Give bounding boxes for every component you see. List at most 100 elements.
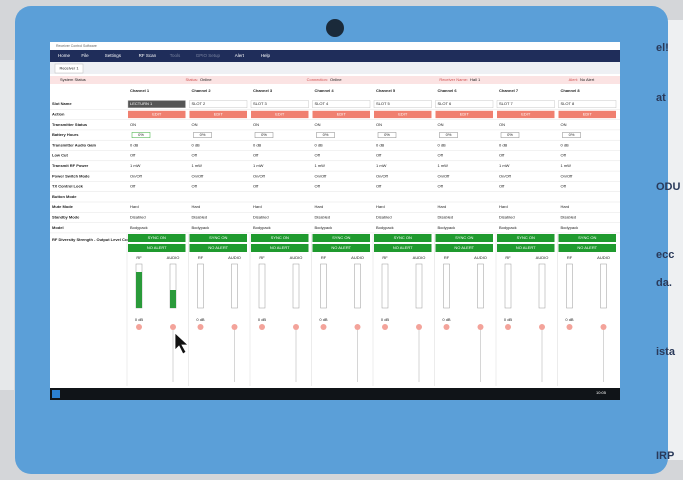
menu-item[interactable]: Alert bbox=[235, 53, 245, 58]
menu-item[interactable]: Help bbox=[261, 53, 271, 58]
sync-button[interactable] bbox=[497, 234, 555, 242]
fader-knob[interactable] bbox=[197, 324, 204, 330]
battery-value: 0% bbox=[384, 132, 390, 137]
fader-knob[interactable] bbox=[505, 324, 511, 330]
fader-knob[interactable] bbox=[416, 324, 422, 330]
output-level: 0 dB bbox=[319, 317, 328, 322]
edit-label[interactable]: EDIT bbox=[398, 112, 408, 117]
edit-button[interactable] bbox=[435, 110, 494, 119]
fader-knob[interactable] bbox=[354, 324, 361, 330]
edit-button[interactable] bbox=[189, 110, 248, 119]
sync-button[interactable] bbox=[251, 234, 309, 242]
sync-button[interactable] bbox=[128, 234, 186, 242]
alert-button[interactable] bbox=[435, 244, 494, 252]
edit-label[interactable]: EDIT bbox=[337, 112, 347, 117]
sync-button[interactable] bbox=[312, 234, 371, 242]
alert-button[interactable] bbox=[558, 244, 617, 252]
fader-knob[interactable] bbox=[136, 324, 142, 330]
edit-button[interactable] bbox=[128, 110, 186, 119]
sync-button[interactable] bbox=[558, 234, 617, 242]
edit-button[interactable] bbox=[312, 110, 371, 119]
slot-name: SLOT 4 bbox=[315, 101, 329, 106]
tab-label[interactable]: Receiver 1 bbox=[59, 66, 79, 71]
cell: Off bbox=[438, 184, 444, 189]
channel-header: Channel 5 bbox=[376, 88, 396, 93]
slot-name: LECTURN 1 bbox=[130, 101, 153, 106]
alert-label[interactable]: NO ALERT bbox=[516, 245, 536, 250]
fader-knob[interactable] bbox=[539, 324, 545, 330]
edit-label[interactable]: EDIT bbox=[521, 112, 531, 117]
slot-name: SLOT 8 bbox=[561, 101, 575, 106]
menu-item[interactable]: Tools bbox=[170, 53, 181, 58]
meter bbox=[197, 263, 204, 309]
alert-button[interactable] bbox=[128, 244, 186, 252]
row-label: TX Control Lock bbox=[52, 184, 84, 189]
sync-label[interactable]: SYNC ON bbox=[332, 235, 350, 240]
fader-knob[interactable] bbox=[600, 324, 607, 330]
fader-knob[interactable] bbox=[231, 324, 238, 330]
alert-button[interactable] bbox=[312, 244, 371, 252]
edit-label[interactable]: EDIT bbox=[583, 112, 593, 117]
edit-label[interactable]: EDIT bbox=[460, 112, 470, 117]
meter bbox=[538, 263, 546, 309]
sync-button[interactable] bbox=[189, 234, 248, 242]
alert-button[interactable] bbox=[251, 244, 309, 252]
alert-button[interactable] bbox=[497, 244, 555, 252]
cell: On/Off bbox=[192, 173, 205, 178]
alert-label[interactable]: NO ALERT bbox=[577, 245, 597, 250]
alert-button[interactable] bbox=[374, 244, 432, 252]
edit-button[interactable] bbox=[251, 110, 309, 119]
cell: Bodypack bbox=[192, 225, 210, 230]
menu-item[interactable]: GPIO Setup bbox=[196, 53, 221, 58]
sync-label[interactable]: SYNC ON bbox=[148, 235, 166, 240]
cell: 0 dB bbox=[499, 142, 508, 147]
cell: On/Off bbox=[438, 173, 451, 178]
sync-button[interactable] bbox=[435, 234, 494, 242]
sync-label[interactable]: SYNC ON bbox=[578, 235, 596, 240]
sync-label[interactable]: SYNC ON bbox=[394, 235, 412, 240]
menu-item[interactable]: Home bbox=[58, 53, 71, 58]
sync-button[interactable] bbox=[374, 234, 432, 242]
alert-label[interactable]: NO ALERT bbox=[208, 245, 228, 250]
edit-label[interactable]: EDIT bbox=[214, 112, 224, 117]
sync-label[interactable]: SYNC ON bbox=[209, 235, 227, 240]
slot-box bbox=[373, 100, 432, 109]
fader-knob[interactable] bbox=[320, 324, 327, 330]
alert-label[interactable]: NO ALERT bbox=[331, 245, 351, 250]
edit-button[interactable] bbox=[497, 110, 555, 119]
sync-label[interactable]: SYNC ON bbox=[455, 235, 473, 240]
menu-item[interactable]: RF Scan bbox=[139, 53, 157, 58]
meter bbox=[258, 263, 266, 309]
tab[interactable] bbox=[54, 63, 84, 74]
alert-label[interactable]: NO ALERT bbox=[147, 245, 167, 250]
edit-button[interactable] bbox=[558, 110, 617, 119]
meter-level bbox=[170, 290, 176, 308]
fader-knob[interactable] bbox=[566, 324, 573, 330]
meter-label: RF bbox=[505, 255, 511, 260]
fader-knob[interactable] bbox=[170, 324, 176, 330]
edit-label[interactable]: EDIT bbox=[275, 112, 285, 117]
alert-label[interactable]: NO ALERT bbox=[270, 245, 290, 250]
cell: ON bbox=[130, 122, 136, 127]
menu-item[interactable]: File bbox=[81, 53, 89, 58]
cell: Off bbox=[376, 153, 382, 158]
fader-knob[interactable] bbox=[293, 324, 299, 330]
alert-label[interactable]: NO ALERT bbox=[393, 245, 413, 250]
cell: 0 dB bbox=[376, 142, 385, 147]
edit-label[interactable]: EDIT bbox=[152, 112, 162, 117]
cell: 0 dB bbox=[192, 142, 201, 147]
cell: Off bbox=[253, 153, 259, 158]
fader-knob[interactable] bbox=[259, 324, 265, 330]
sync-label[interactable]: SYNC ON bbox=[271, 235, 289, 240]
fader-knob[interactable] bbox=[477, 324, 484, 330]
cell: Disabled bbox=[376, 215, 392, 220]
sync-label[interactable]: SYNC ON bbox=[517, 235, 535, 240]
fader-knob[interactable] bbox=[382, 324, 388, 330]
menu-item[interactable]: Settings bbox=[105, 53, 122, 58]
alert-button[interactable] bbox=[189, 244, 248, 252]
fader-knob[interactable] bbox=[443, 324, 450, 330]
alert-label[interactable]: NO ALERT bbox=[454, 245, 474, 250]
edit-button[interactable] bbox=[374, 110, 432, 119]
start-button[interactable] bbox=[52, 390, 60, 398]
